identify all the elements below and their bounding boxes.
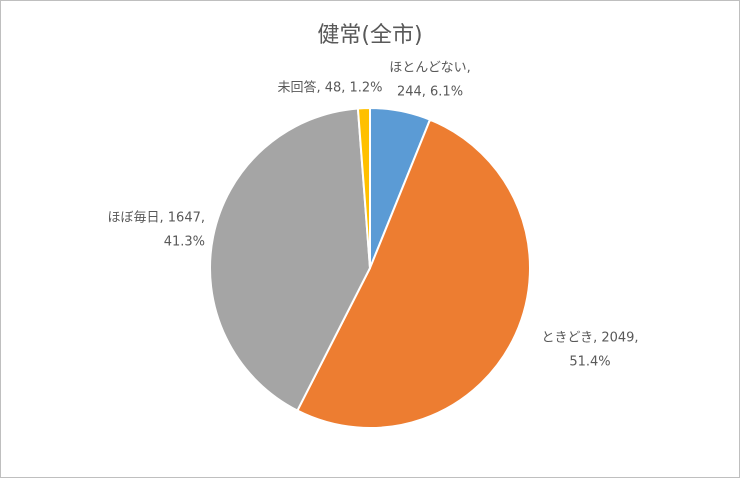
- data-label: ほとんどない,: [389, 61, 470, 76]
- data-label: 51.4%: [569, 355, 610, 370]
- pie-slice: [296, 118, 531, 429]
- pie-slice: [356, 106, 371, 269]
- chart-title: 健常(全市): [317, 23, 422, 48]
- data-label: 未回答, 48, 1.2%: [277, 80, 382, 96]
- data-label: ほぼ毎日, 1647,: [108, 210, 205, 226]
- data-label: 41.3%: [164, 235, 205, 250]
- pie-slice: [209, 107, 372, 412]
- data-label: ときどき, 2049,: [541, 331, 638, 346]
- data-label: 244, 6.1%: [397, 85, 463, 100]
